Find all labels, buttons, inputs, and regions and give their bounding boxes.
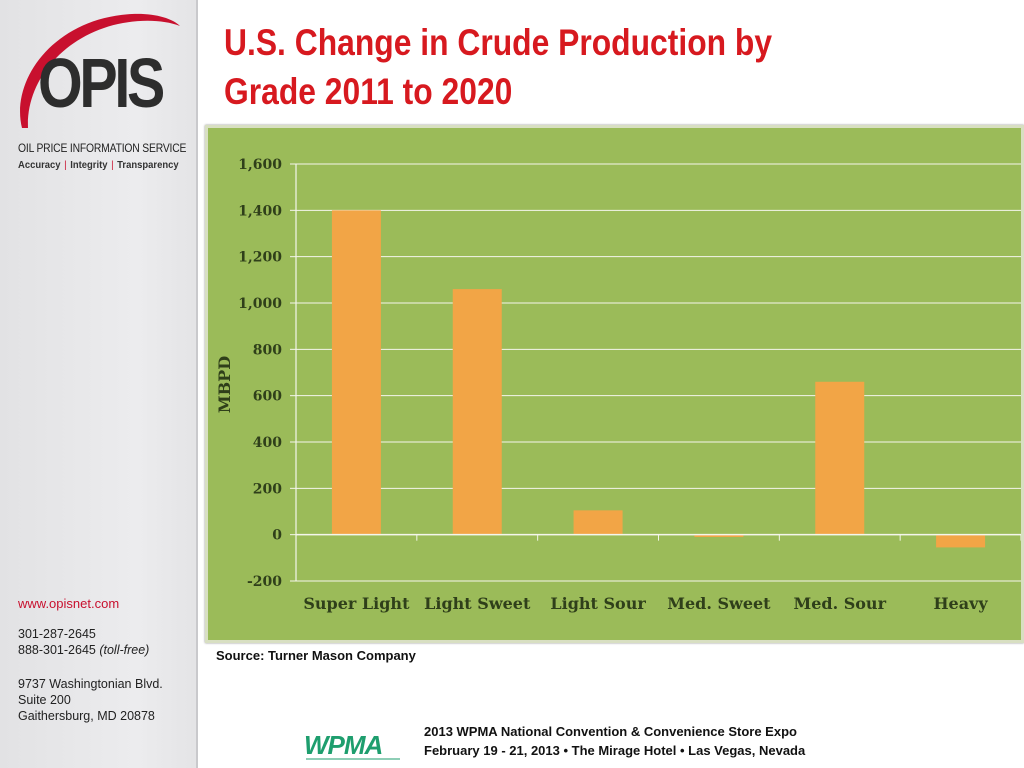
x-category-label: Light Sweet [424,594,531,613]
x-category-label: Med. Sour [793,594,886,613]
slide-title: U.S. Change in Crude Production by Grade… [224,18,826,116]
y-tick-label: 600 [253,389,282,405]
address-line-1: 9737 Washingtonian Blvd. [18,677,163,691]
phone-block: 301-287-2645 888-301-2645 (toll-free) [18,626,149,658]
x-category-label: Med. Sweet [667,594,771,613]
slide-title-line-2: Grade 2011 to 2020 [224,71,513,112]
bar-med-sweet [694,534,744,537]
footer-event-title: 2013 WPMA National Convention & Convenie… [424,724,797,739]
y-tick-label: 200 [253,481,282,497]
bar-light-sweet [452,289,502,535]
phone-tollfree-number: 888-301-2645 [18,643,96,657]
y-tick-label: 1,000 [238,296,282,312]
wpma-logo: WPMA [300,730,410,766]
bar-super-light [331,210,381,535]
value-accuracy: Accuracy [18,159,61,171]
slide-title-line-1: U.S. Change in Crude Production by [224,22,773,63]
y-tick-label: 800 [253,342,282,358]
y-tick-label: -200 [247,574,282,590]
x-category-label: Heavy [933,594,988,613]
bar-chart: -200 0 200 400 600 800 1,000 1,200 1,400 1,600 MBP… [215,157,1021,613]
wpma-logo-icon: WPMA [304,730,400,760]
tollfree-label: (toll-free) [99,643,150,657]
opis-logo: OPIS [14,10,190,140]
bar-med-sour [815,381,865,535]
y-axis-title: MBPD [215,356,234,413]
website-link[interactable]: www.opisnet.com [18,596,120,611]
svg-text:WPMA: WPMA [304,730,382,760]
y-tick-label: 0 [272,528,282,544]
value-transparency: Transparency [117,159,179,171]
source-note: Source: Turner Mason Company [216,648,416,663]
chart-container: -200 0 200 400 600 800 1,000 1,200 1,400 1,600 MBP… [205,125,1024,643]
separator: | [111,159,114,171]
footer-event-details: February 19 - 21, 2013 • The Mirage Hote… [424,743,806,758]
address-line-2: Suite 200 [18,693,71,707]
phone-tollfree: 888-301-2645 (toll-free) [18,642,149,658]
bar-light-sour [573,510,623,535]
y-tick-label: 1,200 [238,250,282,266]
logo-wordmark: OPIS [38,44,165,122]
y-tick-label: 1,400 [238,203,282,219]
x-category-label: Super Light [303,594,410,613]
y-tick-label: 1,600 [238,157,282,173]
value-integrity: Integrity [70,159,108,171]
bar-heavy [936,534,986,548]
logo-tagline: OIL PRICE INFORMATION SERVICE [18,143,187,155]
logo-swoosh-icon [20,13,181,128]
separator: | [64,159,67,171]
sidebar: OPIS OIL PRICE INFORMATION SERVICE Accur… [0,0,198,768]
address-line-3: Gaithersburg, MD 20878 [18,709,155,723]
address-block: 9737 Washingtonian Blvd. Suite 200 Gaith… [18,676,163,724]
y-tick-label: 400 [253,435,282,451]
logo-values: Accuracy | Integrity | Transparency [18,159,179,171]
phone-number: 301-287-2645 [18,627,96,641]
x-category-label: Light Sour [550,594,646,613]
